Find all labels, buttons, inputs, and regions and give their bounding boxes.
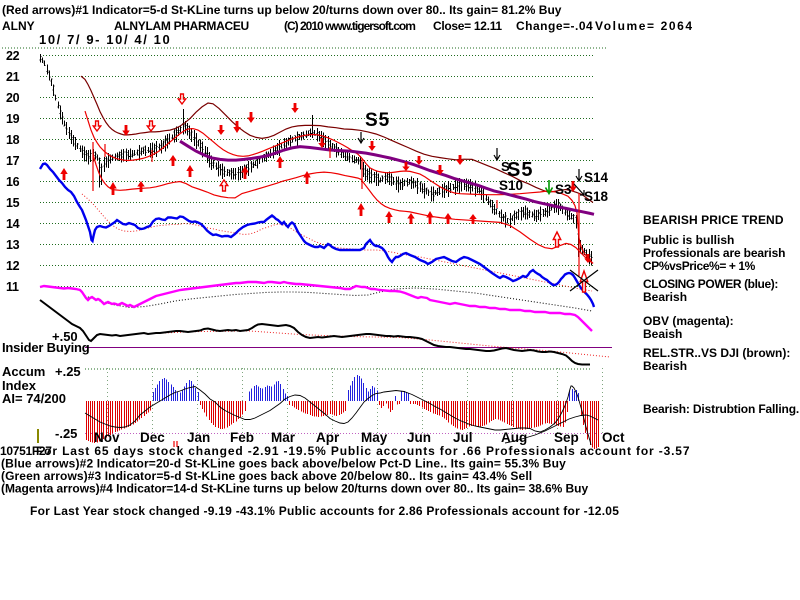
svg-text:S3: S3	[555, 182, 572, 197]
svg-text:May: May	[361, 430, 388, 445]
svg-text:Bearish: Bearish	[643, 359, 687, 373]
svg-text:Insider Buying: Insider Buying	[2, 340, 90, 355]
svg-text:Jan: Jan	[187, 430, 210, 445]
svg-text:Sep: Sep	[554, 430, 579, 445]
svg-text:S5: S5	[365, 110, 390, 131]
svg-text:+.50: +.50	[52, 329, 78, 344]
svg-text:(Green arrows)#3 Indicator=5-d: (Green arrows)#3 Indicator=5-d St-KLine …	[1, 469, 532, 483]
svg-text:ALNY: ALNY	[2, 19, 35, 33]
svg-text:Close= 12.11: Close= 12.11	[433, 19, 502, 33]
svg-text:S10: S10	[499, 178, 523, 193]
svg-text:BEARISH PRICE TREND: BEARISH PRICE TREND	[643, 213, 784, 227]
svg-text:Beaish: Beaish	[643, 327, 682, 341]
svg-text:AI= 74/200: AI= 74/200	[2, 391, 66, 406]
svg-text:+.25: +.25	[55, 364, 81, 379]
svg-text:S5: S5	[507, 159, 533, 181]
svg-text:(C) 2010 www.tigersoft.com: (C) 2010 www.tigersoft.com	[284, 19, 415, 33]
svg-text:Index: Index	[2, 378, 37, 393]
svg-text:22: 22	[6, 49, 20, 63]
svg-text:OBV (magenta):: OBV (magenta):	[643, 314, 734, 328]
svg-text:Public is bullish: Public is bullish	[643, 233, 734, 247]
svg-text:18: 18	[6, 133, 20, 147]
svg-text:13: 13	[6, 238, 20, 252]
svg-text:Accum: Accum	[2, 364, 45, 379]
svg-text:14: 14	[6, 217, 20, 231]
svg-text:Professionals are bearish: Professionals are bearish	[643, 246, 785, 260]
svg-text:S14: S14	[584, 170, 609, 185]
svg-text:20: 20	[6, 91, 20, 105]
svg-text:Bearish: Distrubtion Falling.: Bearish: Distrubtion Falling.	[643, 402, 799, 416]
svg-text:Aug: Aug	[501, 430, 527, 445]
svg-text:11: 11	[6, 280, 19, 294]
svg-text:REL.STR..VS DJI (brown):: REL.STR..VS DJI (brown):	[643, 346, 790, 360]
svg-text:(Magenta arrows)#4 Indicator=1: (Magenta arrows)#4 Indicator=14-d St-KLi…	[1, 482, 588, 496]
svg-text:Apr: Apr	[316, 430, 340, 445]
svg-text:(Red arrows)#1 Indicator=5-d S: (Red arrows)#1 Indicator=5-d St-KLine tu…	[2, 3, 562, 17]
svg-text:19: 19	[6, 112, 20, 126]
svg-text:Nov: Nov	[94, 430, 120, 445]
svg-text:Oct: Oct	[602, 430, 625, 445]
svg-text:S18: S18	[584, 189, 609, 204]
svg-text:S: S	[501, 159, 510, 174]
svg-text:For Last Year stock changed -9: For Last Year stock changed -9.19 -43.1%…	[30, 504, 619, 518]
svg-text:21: 21	[6, 70, 20, 84]
svg-text:Dec: Dec	[140, 430, 165, 445]
svg-text:Change=-.04: Change=-.04	[516, 19, 593, 33]
svg-text:For Last 65 days stock changed: For Last 65 days stock changed -2.91 -19…	[36, 444, 690, 458]
svg-text:Bearish: Bearish	[643, 290, 687, 304]
svg-text:Jul: Jul	[453, 430, 473, 445]
svg-text:16: 16	[6, 175, 20, 189]
svg-text:ALNYLAM PHARMACEU: ALNYLAM PHARMACEU	[114, 19, 249, 33]
svg-text:Feb: Feb	[230, 430, 254, 445]
svg-text:15: 15	[6, 196, 20, 210]
svg-text:Jun: Jun	[407, 430, 431, 445]
svg-text:CP%vsPrice%= + 1%: CP%vsPrice%= + 1%	[643, 259, 756, 273]
svg-text:10751F27: 10751F27	[0, 444, 52, 458]
svg-text:12: 12	[6, 259, 20, 273]
svg-text:CLOSING POWER (blue):: CLOSING POWER (blue):	[643, 277, 778, 291]
svg-text:Mar: Mar	[271, 430, 296, 445]
svg-text:17: 17	[6, 154, 20, 168]
svg-text:(Blue arrows)#2 Indicator=20-d: (Blue arrows)#2 Indicator=20-d St-KLine …	[1, 457, 566, 471]
svg-text:-.25: -.25	[55, 426, 77, 441]
svg-text:Volume= 2064: Volume= 2064	[595, 19, 694, 33]
svg-text:10/ 7/ 9- 10/ 4/ 10: 10/ 7/ 9- 10/ 4/ 10	[39, 32, 171, 47]
